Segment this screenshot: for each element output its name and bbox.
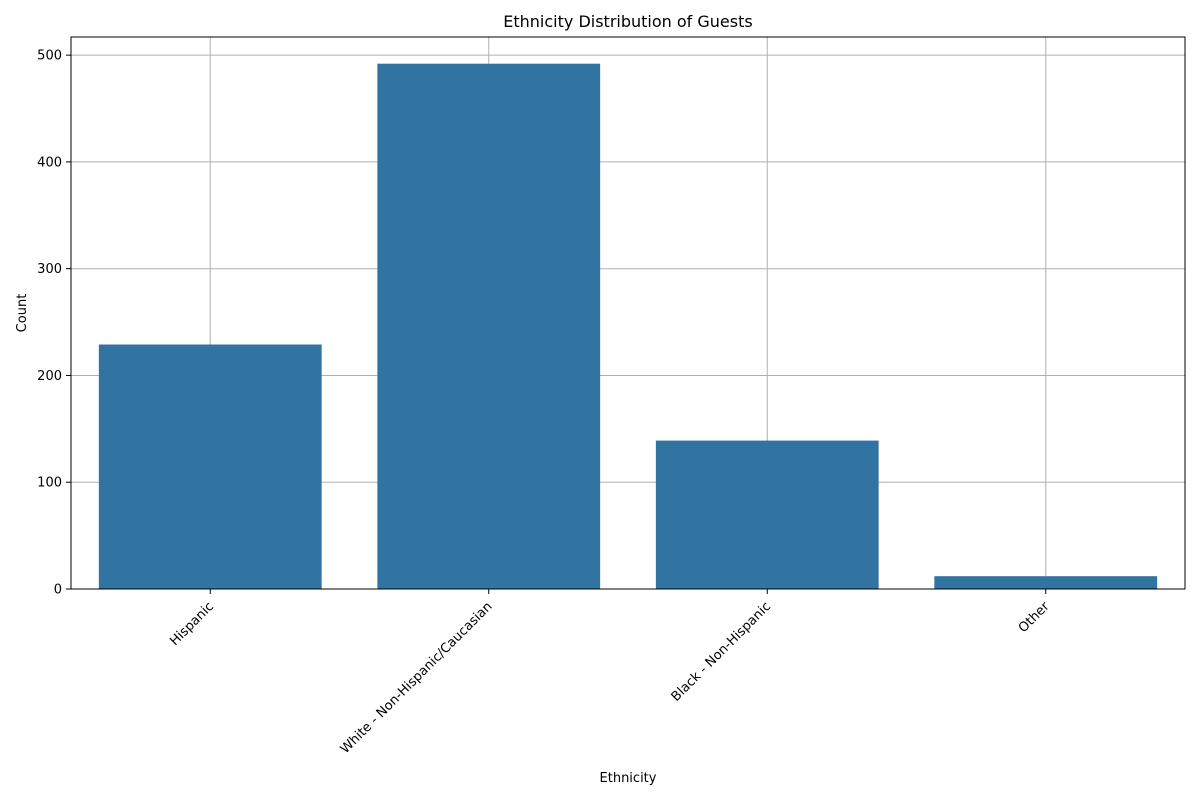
bar [655, 440, 879, 589]
y-tick-label: 300 [37, 262, 62, 277]
x-tick-label: Black - Non-Hispanic [669, 599, 774, 704]
y-tick-label: 200 [37, 369, 62, 384]
x-gridlines [209, 37, 1047, 589]
y-tick-label: 0 [54, 583, 62, 598]
x-tick-label: Other [1016, 599, 1053, 636]
chart-title: Ethnicity Distribution of Guests [503, 12, 752, 31]
y-tick-label: 100 [37, 476, 62, 491]
bars [98, 63, 1158, 590]
y-axis-ticks: 0 100 200 300 400 500 [37, 49, 71, 598]
y-axis-label: Count [15, 294, 30, 333]
bar [377, 63, 601, 590]
x-tick-label: White - Non-Hispanic/Caucasian [338, 599, 496, 757]
x-tick-label: Hispanic [167, 599, 217, 649]
y-tick-label: 500 [37, 49, 62, 64]
y-tick-label: 400 [37, 155, 62, 170]
bar [934, 576, 1158, 589]
bar [98, 344, 322, 589]
x-axis-ticks: Hispanic White - Non-Hispanic/Caucasian Bl… [167, 589, 1053, 757]
plot-frame [70, 36, 1186, 590]
x-axis-label: Ethnicity [600, 771, 657, 786]
